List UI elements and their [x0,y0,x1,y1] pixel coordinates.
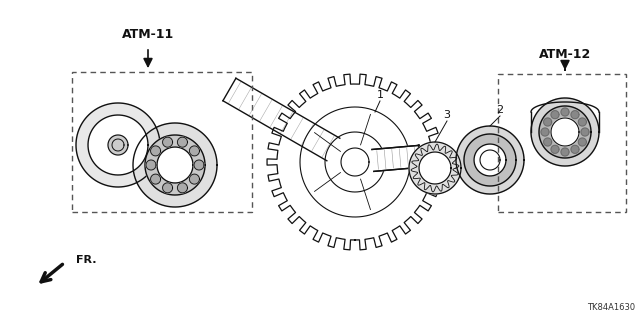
Polygon shape [456,126,524,194]
Polygon shape [551,118,579,146]
Polygon shape [163,137,173,147]
Text: 3: 3 [444,110,451,120]
Polygon shape [133,123,217,207]
Polygon shape [464,134,516,186]
Polygon shape [108,135,128,155]
Text: 2: 2 [497,105,504,115]
Polygon shape [581,128,589,136]
Polygon shape [177,137,188,147]
Polygon shape [539,106,591,158]
Polygon shape [543,118,552,126]
Polygon shape [419,152,451,184]
Polygon shape [551,145,559,153]
Polygon shape [189,146,200,156]
Polygon shape [579,118,586,126]
Polygon shape [474,144,506,176]
Polygon shape [88,115,148,175]
Text: TK84A1630: TK84A1630 [587,303,635,312]
Polygon shape [551,111,559,119]
Polygon shape [561,148,569,156]
Text: ATM-11: ATM-11 [122,28,174,42]
Polygon shape [163,183,173,193]
Polygon shape [150,146,161,156]
Polygon shape [150,174,161,184]
Polygon shape [571,145,579,153]
Polygon shape [194,160,204,170]
Polygon shape [177,183,188,193]
Polygon shape [76,103,160,187]
Polygon shape [157,147,193,183]
Polygon shape [146,160,156,170]
Polygon shape [189,174,200,184]
Text: ATM-12: ATM-12 [539,49,591,61]
Polygon shape [543,138,552,146]
Polygon shape [145,135,205,195]
Polygon shape [541,128,549,136]
Polygon shape [409,142,461,194]
Text: 1: 1 [376,90,383,100]
Text: FR.: FR. [76,255,97,265]
Polygon shape [372,145,420,172]
Polygon shape [571,111,579,119]
Polygon shape [579,138,586,146]
Polygon shape [531,98,599,166]
Polygon shape [561,108,569,116]
